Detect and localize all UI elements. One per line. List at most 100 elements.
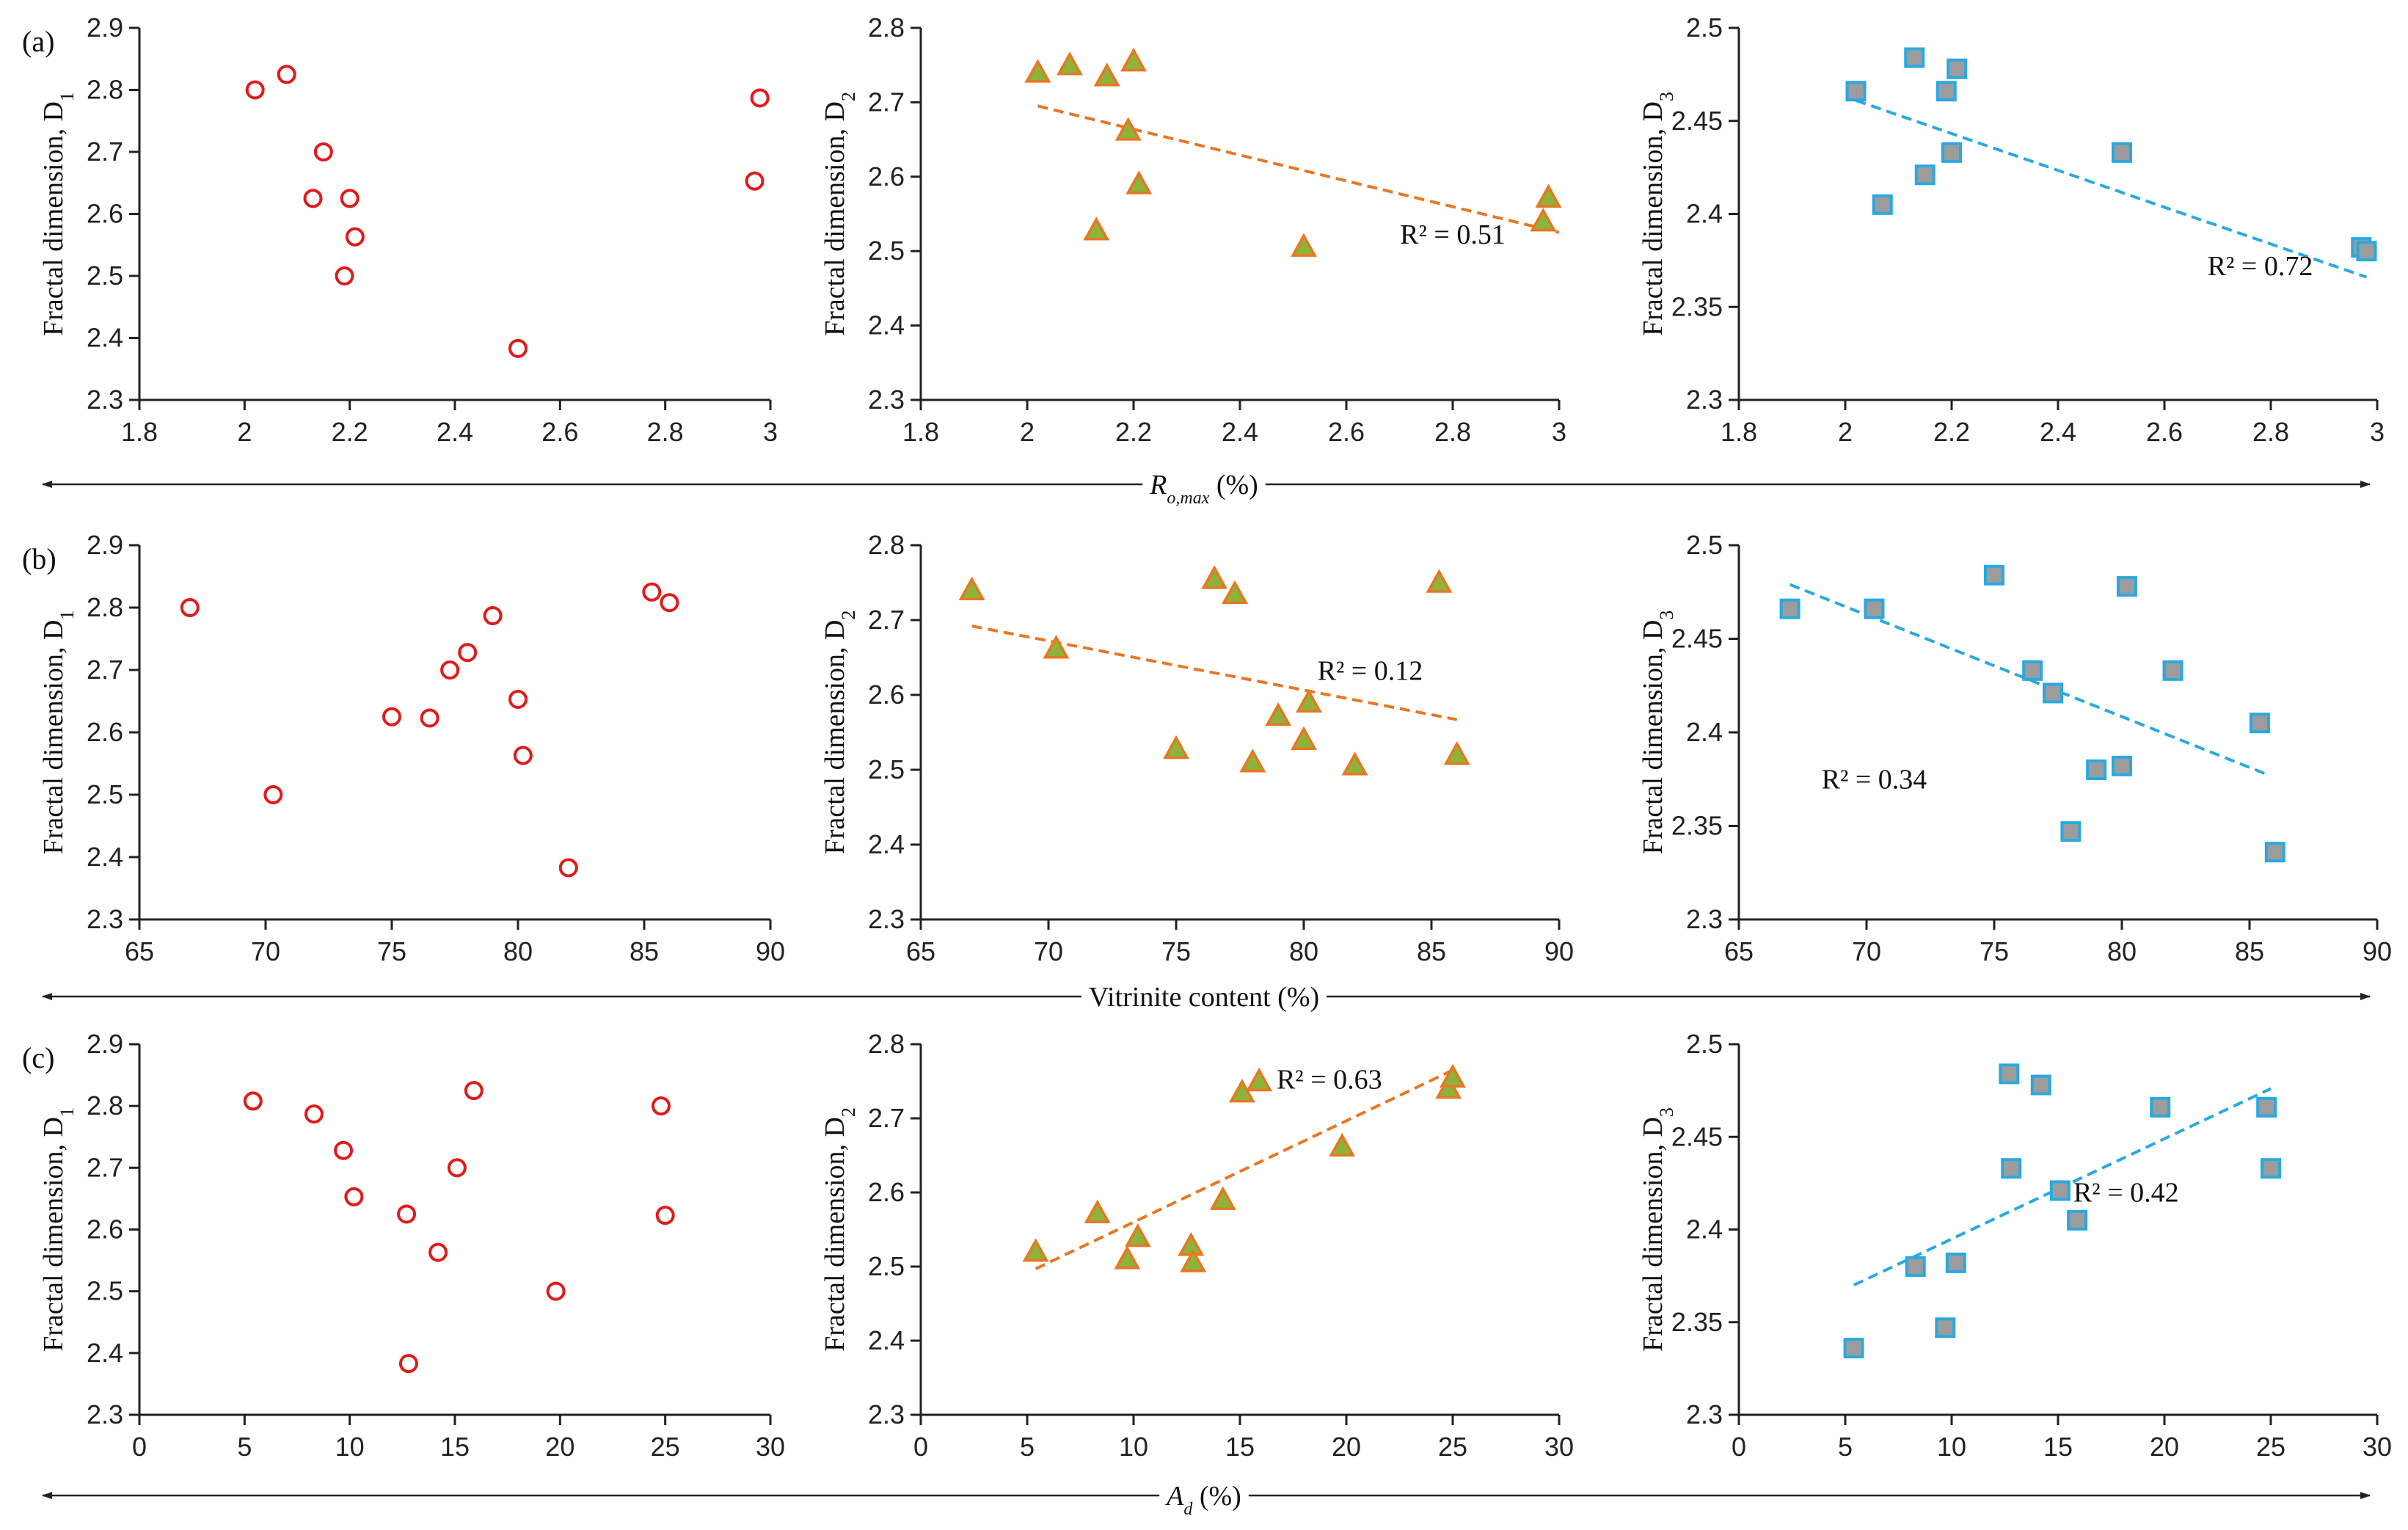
panel-label: (c) bbox=[22, 1041, 54, 1074]
y-tick-label: 2.5 bbox=[1686, 12, 1723, 43]
data-point bbox=[2264, 842, 2285, 863]
x-tick-label: 80 bbox=[1289, 936, 1318, 966]
x-tick-label: 2.8 bbox=[647, 417, 684, 447]
data-point bbox=[398, 1354, 418, 1374]
data-point bbox=[1914, 164, 1935, 186]
row-axis-label: Ro,max (%) bbox=[1149, 470, 1258, 508]
data-point bbox=[303, 189, 323, 208]
y-axis-label: Fractal dimension, D1 bbox=[38, 611, 78, 855]
data-point bbox=[1779, 598, 1800, 619]
data-point bbox=[1341, 751, 1368, 776]
row-axis-label-subscript: d bbox=[1183, 1500, 1193, 1519]
y-axis-label-subscript: 2 bbox=[838, 92, 859, 101]
x-tick-label: 2.8 bbox=[2252, 417, 2289, 447]
x-tick-label: 10 bbox=[1119, 1432, 1148, 1462]
y-tick-label: 2.4 bbox=[1686, 199, 1723, 229]
data-point bbox=[1222, 580, 1249, 605]
y-tick-label: 2.7 bbox=[87, 1152, 123, 1182]
data-point bbox=[1093, 62, 1120, 87]
trend-line bbox=[1037, 104, 1560, 234]
data-point bbox=[340, 189, 360, 208]
y-tick-label: 2.35 bbox=[1671, 811, 1723, 841]
y-tick-label: 2.5 bbox=[87, 261, 123, 291]
x-tick-label: 90 bbox=[1544, 936, 1574, 966]
x-tick-label: 20 bbox=[2150, 1432, 2179, 1462]
data-point bbox=[180, 598, 200, 617]
row-axis-label: Ad (%) bbox=[1164, 1481, 1241, 1519]
data-point bbox=[420, 708, 439, 728]
x-tick-label: 90 bbox=[756, 936, 785, 966]
y-tick-label: 2.3 bbox=[868, 904, 905, 934]
x-tick-label: 2.4 bbox=[437, 417, 473, 447]
y-tick-label: 2.9 bbox=[87, 1029, 123, 1059]
chart-panel-2: 2.3 2.4 2.5 2.6 2.7 2.8 1.8 2 2.2 2.4 2.6 2.8 3 Fract… bbox=[820, 12, 1566, 447]
data-point bbox=[1114, 1245, 1141, 1269]
y-tick-label: 2.4 bbox=[87, 323, 123, 353]
data-point bbox=[1530, 208, 1557, 232]
y-tick-label: 2.8 bbox=[87, 1090, 123, 1121]
x-tick-label: 2.4 bbox=[2040, 417, 2076, 447]
data-point bbox=[1905, 1256, 1926, 1277]
y-tick-label: 2.9 bbox=[87, 530, 123, 560]
y-tick-label: 2.5 bbox=[87, 1276, 123, 1306]
y-axis-label: Fractal dimension, D1 bbox=[38, 1107, 78, 1352]
data-point bbox=[458, 643, 478, 663]
data-point bbox=[546, 1281, 566, 1301]
data-point bbox=[1291, 726, 1317, 750]
x-tick-label: 30 bbox=[2363, 1432, 2392, 1462]
data-point bbox=[1443, 740, 1470, 765]
x-tick-label: 0 bbox=[913, 1432, 928, 1462]
data-point bbox=[304, 1104, 324, 1124]
data-point bbox=[1904, 47, 1925, 68]
x-tick-label: 65 bbox=[125, 936, 154, 966]
data-point bbox=[334, 1140, 354, 1160]
y-axis-label-subscript: 1 bbox=[56, 1107, 78, 1117]
x-tick-label: 80 bbox=[2107, 936, 2137, 966]
data-point bbox=[1057, 51, 1083, 76]
chart-panel-8: 2.3 2.4 2.5 2.6 2.7 2.8 0 5 10 15 20 25 30 Fractal di… bbox=[820, 1029, 1574, 1462]
x-tick-label: 3 bbox=[763, 417, 778, 447]
y-tick-label: 2.45 bbox=[1671, 624, 1723, 654]
y-tick-label: 2.7 bbox=[868, 1103, 905, 1133]
data-point bbox=[1291, 233, 1317, 257]
x-tick-label: 2.4 bbox=[1222, 417, 1258, 447]
data-point bbox=[313, 142, 333, 161]
y-tick-label: 2.6 bbox=[87, 199, 123, 229]
data-point bbox=[958, 576, 985, 600]
row-axis-label-main: Vitrinite content (%) bbox=[1089, 982, 1319, 1013]
data-point bbox=[2150, 1096, 2171, 1118]
data-point bbox=[2256, 1096, 2277, 1118]
y-tick-label: 2.3 bbox=[87, 904, 123, 934]
y-axis-label: Fractal dimension, D1 bbox=[38, 92, 78, 336]
data-point bbox=[428, 1242, 448, 1262]
data-point bbox=[1535, 183, 1562, 208]
r-squared-label: R² = 0.51 bbox=[1400, 219, 1506, 250]
data-point bbox=[440, 660, 460, 680]
y-tick-label: 2.9 bbox=[87, 12, 123, 43]
x-tick-label: 20 bbox=[1332, 1432, 1361, 1462]
y-tick-label: 2.4 bbox=[868, 310, 905, 340]
x-tick-label: 70 bbox=[1034, 936, 1063, 966]
chart-panel-5: 2.3 2.4 2.5 2.6 2.7 2.8 65 70 75 80 85 90 Fractal di… bbox=[820, 530, 1574, 966]
data-point bbox=[345, 227, 365, 247]
x-tick-label: 75 bbox=[1161, 936, 1191, 966]
data-point bbox=[1843, 1338, 1864, 1359]
y-axis-label-subscript: 2 bbox=[838, 611, 859, 620]
x-tick-label: 2.6 bbox=[541, 417, 578, 447]
y-tick-label: 2.6 bbox=[868, 161, 905, 192]
data-point bbox=[1209, 1186, 1236, 1210]
row-axis-1: Ro,max (%) bbox=[42, 470, 2371, 508]
chart-panel-1: 2.3 2.4 2.5 2.6 2.7 2.8 2.9 1.8 2 2.2 2.4 2.6 2.8 3 Fr… bbox=[22, 12, 778, 447]
data-point bbox=[2043, 682, 2064, 704]
data-point bbox=[1043, 635, 1070, 659]
y-tick-label: 2.35 bbox=[1671, 291, 1723, 321]
y-tick-label: 2.8 bbox=[868, 1029, 905, 1059]
data-point bbox=[2261, 1158, 2281, 1179]
y-tick-label: 2.5 bbox=[87, 779, 123, 809]
data-point bbox=[447, 1158, 467, 1178]
data-point bbox=[1163, 735, 1189, 759]
y-tick-label: 2.4 bbox=[87, 842, 123, 872]
data-point bbox=[1022, 1238, 1049, 1262]
